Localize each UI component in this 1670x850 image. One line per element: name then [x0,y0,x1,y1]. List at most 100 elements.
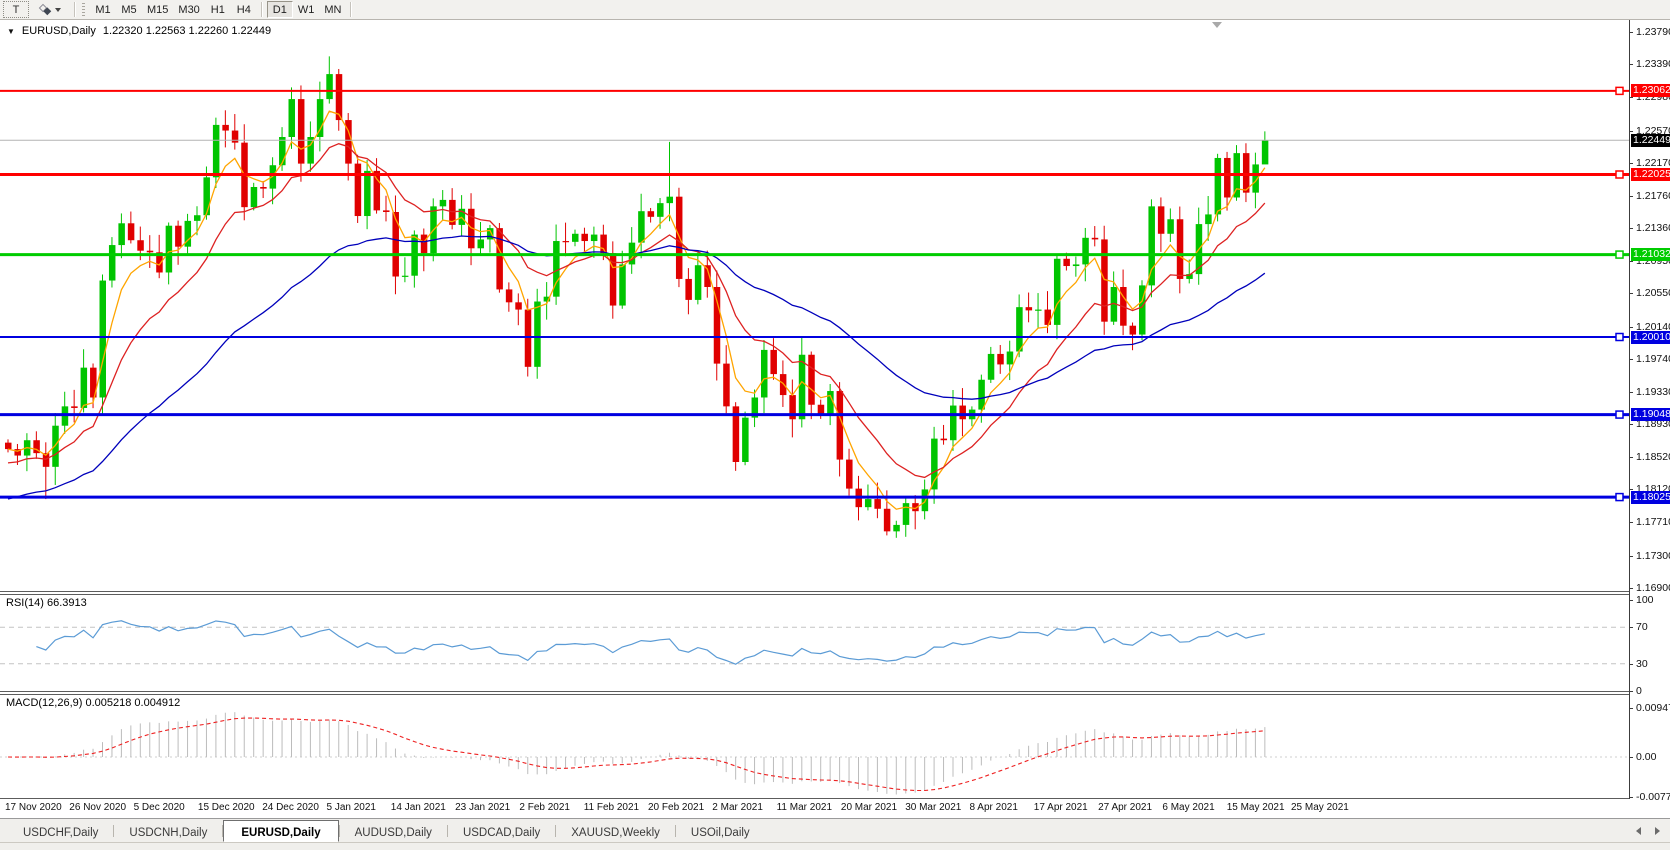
tab-scroll-right-icon[interactable] [1655,826,1660,835]
candle [250,187,258,208]
candle [590,234,598,242]
timeframe-button-H4[interactable]: H4 [236,3,251,16]
panel-separator[interactable] [0,691,1670,692]
chart-tab-USOil[interactable]: USOil,Daily [690,826,750,839]
timeframe-button-M15[interactable]: M15 [147,3,169,16]
candle [90,367,97,398]
current-price-badge: 1.22449 [1631,133,1670,147]
hline-1.20010[interactable] [0,332,1629,342]
hline-handle[interactable] [1615,170,1624,179]
hline-1.22025[interactable] [0,170,1629,179]
tab-divider [113,824,115,837]
candle [156,252,163,273]
hline-1.21032[interactable] [0,250,1629,259]
price-axis-label: 1.18930 [1636,418,1670,431]
main-chart-plot[interactable] [0,20,1629,591]
timeframe-button-MN[interactable]: MN [324,3,342,16]
candle [80,367,88,408]
chart-menu-caret-icon[interactable]: ▼ [7,26,15,36]
candle [846,459,853,489]
timeframe-button-D1[interactable]: D1 [266,1,293,18]
panel-separator[interactable] [0,591,1670,592]
chart-tab-USDCAD[interactable]: USDCAD,Daily [462,826,541,839]
candle [99,280,106,398]
mid-ma-line[interactable] [7,143,1266,479]
chart-tab-USDCHF[interactable]: USDCHF,Daily [23,826,99,839]
candle [761,349,768,398]
tab-scroll-controls [1636,819,1670,842]
price-axis-tick [1630,97,1633,99]
date-axis-label: 2 Feb 2021 [519,802,570,813]
timeframe-button-H1[interactable]: H1 [210,3,225,16]
timeframe-button-M1[interactable]: M1 [95,3,111,16]
date-axis[interactable]: 17 Nov 2020 26 Nov 2020 5 Dec 2020 15 Dec 2… [0,799,1629,818]
hline-1.18025[interactable] [0,492,1629,502]
candle [137,240,144,251]
chart-tab-USDCNH[interactable]: USDCNH,Daily [129,826,208,839]
toolbar-grip-handle[interactable] [82,3,85,16]
hline-handle[interactable] [1615,250,1624,259]
date-axis-label: 5 Jan 2021 [326,802,377,813]
candle [798,354,806,420]
chart-tab-XAUUSD[interactable]: XAUUSD,Weekly [571,826,660,839]
candle [1224,157,1231,198]
candle [789,395,796,420]
price-axis-tick [1630,162,1633,164]
candle [52,425,59,467]
candle [1044,309,1051,325]
candle [373,170,381,211]
timeframe-button-M5[interactable]: M5 [121,3,137,16]
text-tool-button[interactable]: T [3,1,29,18]
hline-handle[interactable] [1615,410,1624,419]
hline-handle[interactable] [1615,492,1624,502]
date-axis-label: 6 May 2021 [1162,802,1215,813]
rsi-axis-tick [1630,663,1633,665]
price-level-badge[interactable]: 1.20010 [1631,330,1670,344]
candle [14,449,21,456]
price-level-badge[interactable]: 1.22025 [1631,168,1670,181]
chart-shift-marker[interactable] [1212,22,1222,28]
price-axis[interactable]: 1.237901.233901.229801.225701.221701.217… [1629,20,1670,803]
candle [1261,140,1269,165]
candle [1186,274,1193,279]
chart-title: ▼ EURUSD,Daily 1.22320 1.22563 1.22260 1… [7,25,271,37]
price-level-badge[interactable]: 1.21032 [1631,248,1670,262]
styler-button[interactable] [35,1,64,18]
hline-handle[interactable] [1615,332,1624,342]
hline-1.19048[interactable] [0,410,1629,419]
price-level-badge[interactable]: 1.23062 [1631,84,1670,98]
price-level-badge[interactable]: 1.19048 [1631,408,1670,422]
macd-axis-label: 0.009478 [1636,701,1670,714]
price-axis-label: 1.20550 [1636,287,1670,300]
timeframe-button-M30[interactable]: M30 [178,3,200,16]
rsi-indicator-plot[interactable] [0,595,1629,691]
price-axis-tick [1630,424,1633,426]
candle [836,391,844,460]
tab-divider [338,824,340,837]
price-axis-tick [1630,326,1633,328]
candle [666,196,673,204]
candle [572,233,579,242]
tab-scroll-left-icon[interactable] [1636,826,1641,835]
panel-separator [0,594,1670,595]
candle [1110,287,1118,322]
price-level-badge[interactable]: 1.18025 [1631,490,1670,504]
candle [940,438,948,441]
macd-indicator-plot[interactable] [0,695,1629,798]
candle [619,264,626,306]
chart-tab-AUDUSD[interactable]: AUDUSD,Daily [354,826,432,839]
styler-icon [38,3,52,16]
hline-handle[interactable] [1615,86,1624,96]
candle [486,228,494,240]
candle [817,404,825,415]
macd-axis-tick [1630,707,1633,709]
macd-axis-tick [1630,797,1633,799]
timeframe-button-W1[interactable]: W1 [297,3,315,16]
candle [1063,258,1070,267]
candle [392,212,399,277]
hline-1.23062[interactable] [0,86,1629,96]
chart-tab-EURUSD[interactable]: EURUSD,Daily [223,820,339,842]
fast-ma-line[interactable] [7,110,1266,510]
candle [874,499,881,509]
